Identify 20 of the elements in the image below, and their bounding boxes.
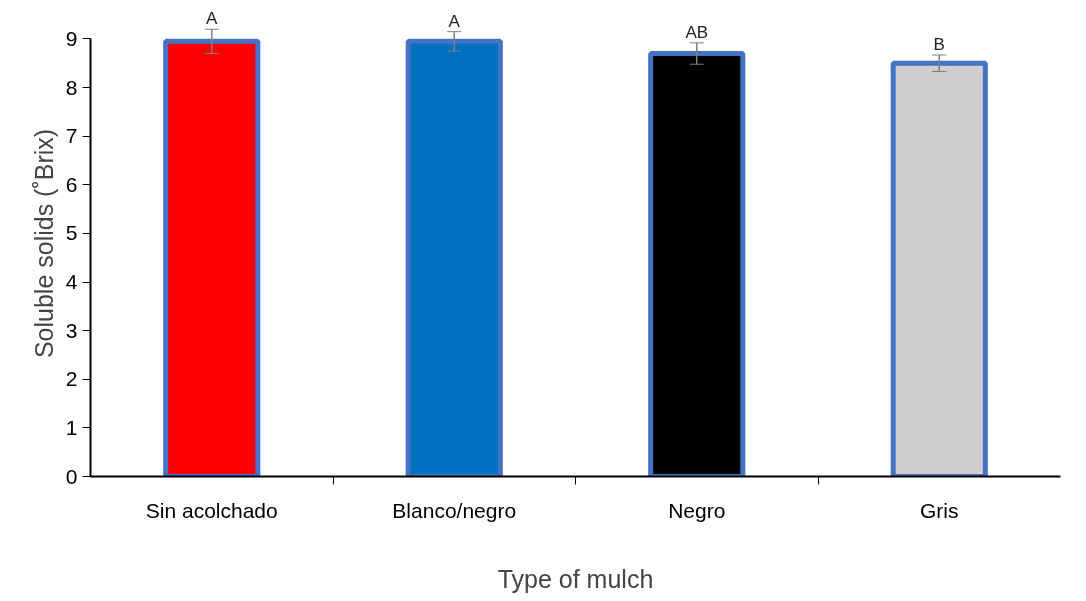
annotation: A xyxy=(448,11,461,31)
y-tick-label: 5 xyxy=(65,221,78,245)
annotation: AB xyxy=(685,22,709,42)
x-tick-label: Negro xyxy=(668,498,726,522)
annotation: B xyxy=(933,34,945,54)
annotation: A xyxy=(206,9,219,29)
y-tick-label: 1 xyxy=(65,415,78,439)
x-tick-label: Sin acolchado xyxy=(145,498,278,522)
y-tick-label: 6 xyxy=(65,172,78,196)
x-axis-title: Type of mulch xyxy=(497,564,654,593)
y-tick-label: 7 xyxy=(65,124,78,148)
x-tick-label: Blanco/negro xyxy=(392,498,517,522)
y-tick-label: 8 xyxy=(65,75,78,99)
x-tick-label: Gris xyxy=(920,498,959,522)
y-axis-title: Soluble solids (˚Brix) xyxy=(29,128,58,359)
y-tick-label: 9 xyxy=(65,26,78,50)
y-tick-label: 2 xyxy=(65,367,78,391)
y-tick-label: 4 xyxy=(65,270,78,294)
y-tick-label: 3 xyxy=(65,318,78,342)
y-tick-label: 0 xyxy=(65,464,78,488)
